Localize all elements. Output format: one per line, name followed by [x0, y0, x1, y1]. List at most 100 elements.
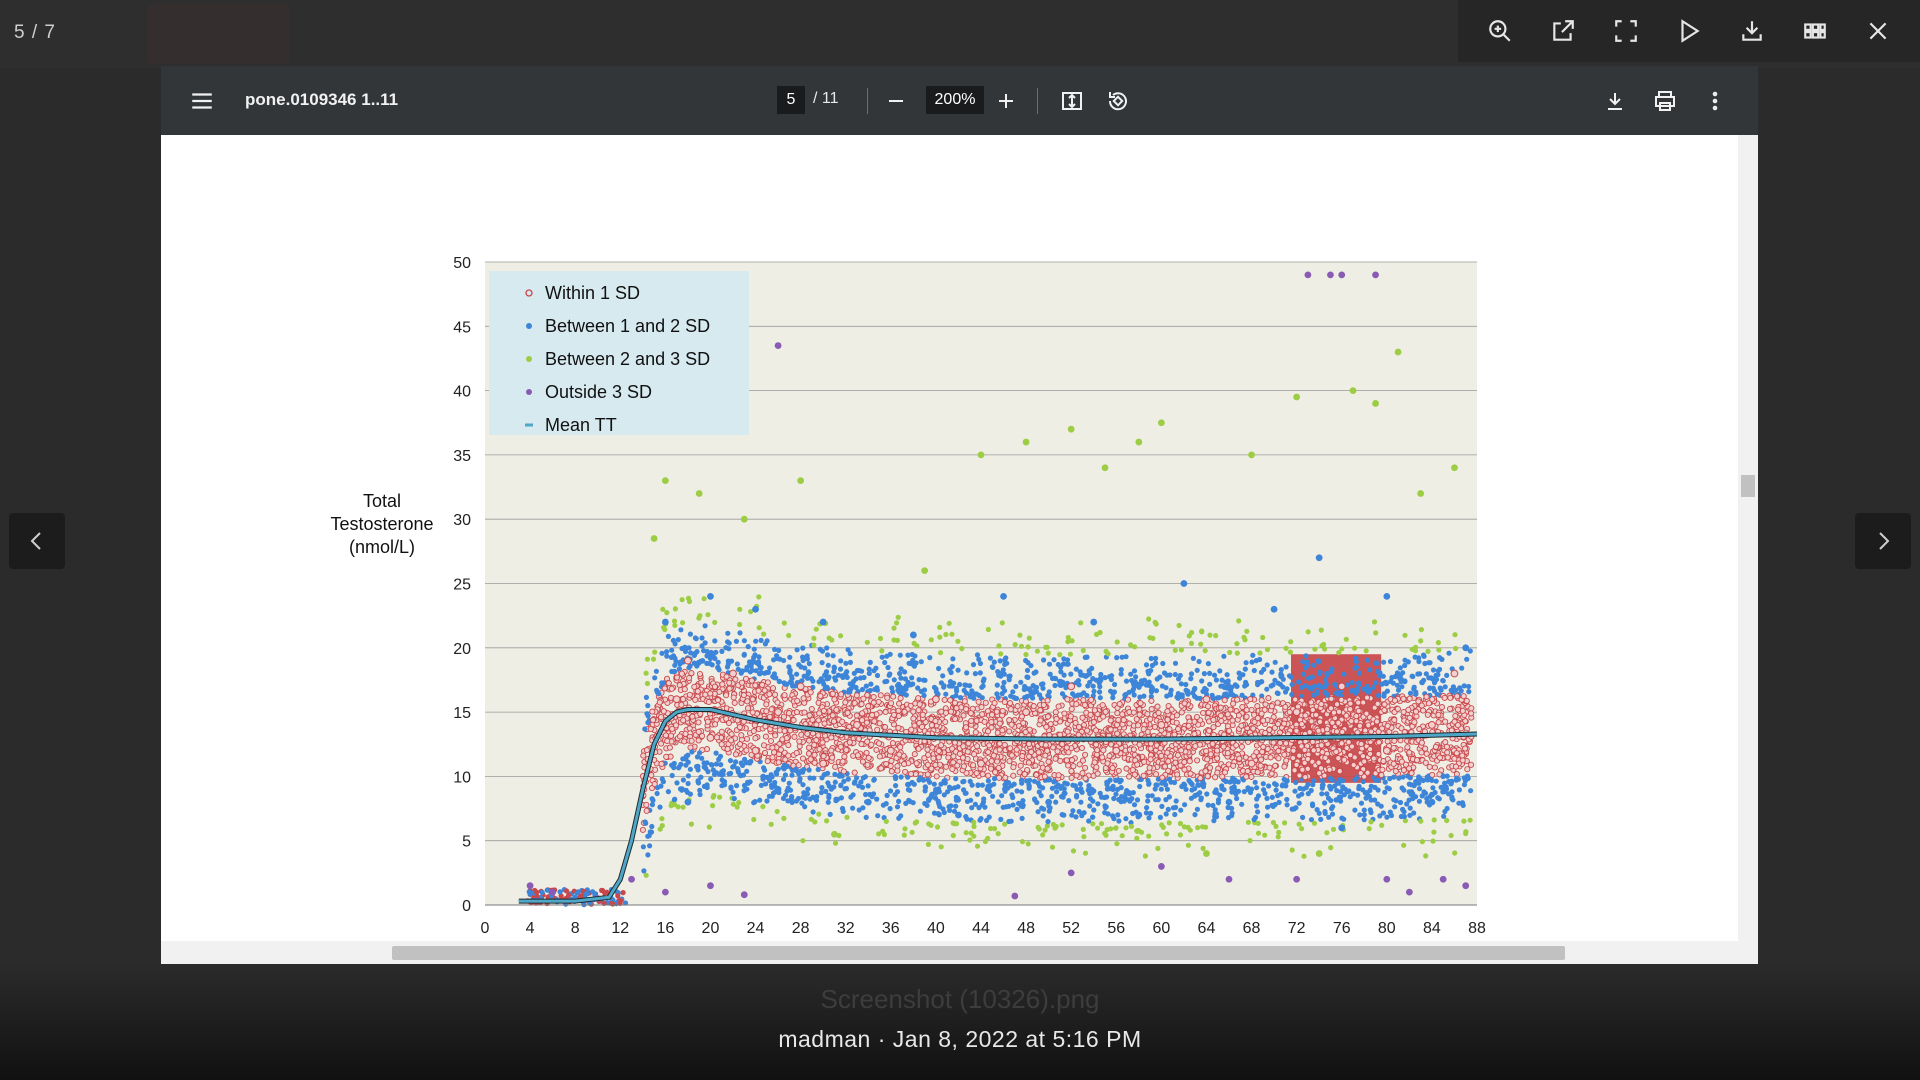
- pdf-download-button[interactable]: [1600, 86, 1630, 116]
- data-point: [1407, 805, 1413, 811]
- data-point: [1104, 827, 1110, 833]
- data-point: [701, 764, 707, 770]
- data-point: [1458, 688, 1464, 694]
- data-point: [1110, 695, 1116, 701]
- data-point: [1248, 706, 1255, 713]
- data-point: [1130, 709, 1137, 716]
- zoom-in-pdf-button[interactable]: [991, 86, 1021, 116]
- data-point: [1102, 675, 1108, 681]
- data-point: [897, 744, 904, 751]
- data-point: [952, 715, 959, 723]
- data-point: [1019, 815, 1025, 822]
- data-point: [1205, 703, 1212, 710]
- data-point: [1016, 800, 1022, 807]
- data-point: [894, 767, 901, 774]
- data-point: [1397, 665, 1403, 671]
- data-point: [882, 679, 888, 685]
- zoom-level[interactable]: 200%: [926, 86, 984, 114]
- fit-page-button[interactable]: [1057, 86, 1087, 116]
- data-point: [1127, 791, 1133, 797]
- data-point: [1265, 695, 1272, 702]
- data-point: [1123, 678, 1130, 684]
- data-point: [1131, 771, 1138, 778]
- fullscreen-button[interactable]: [1606, 11, 1646, 51]
- menu-button[interactable]: [189, 88, 215, 114]
- data-point: [1058, 664, 1064, 670]
- data-point: [1397, 672, 1404, 679]
- data-point: [1076, 761, 1083, 768]
- data-point: [1361, 812, 1367, 818]
- data-point: [1189, 787, 1195, 793]
- data-point: [905, 652, 911, 658]
- data-point: [648, 829, 655, 835]
- data-point: [1166, 776, 1172, 782]
- data-point: [687, 631, 694, 637]
- data-point: [1224, 750, 1231, 757]
- data-point: [1046, 808, 1052, 814]
- data-point: [710, 767, 716, 773]
- grid-view-button[interactable]: [1795, 11, 1835, 51]
- slideshow-play-button[interactable]: [1669, 11, 1709, 51]
- data-point: [719, 769, 725, 775]
- data-point: [1390, 760, 1397, 767]
- data-point: [829, 690, 836, 697]
- data-point: [1272, 781, 1278, 787]
- data-point: [897, 670, 903, 677]
- data-point: [706, 824, 712, 830]
- previous-image-button[interactable]: [9, 513, 65, 569]
- more-options-button[interactable]: [1700, 86, 1730, 116]
- data-point: [1185, 842, 1191, 848]
- zoom-out-button[interactable]: [881, 86, 911, 116]
- zoom-in-button[interactable]: [1480, 11, 1520, 51]
- data-point: [805, 744, 813, 751]
- data-point: [987, 765, 994, 772]
- data-point: [1111, 795, 1117, 802]
- data-point: [758, 637, 764, 643]
- data-point: [1281, 763, 1288, 770]
- data-point: [1191, 730, 1198, 738]
- data-point: [1188, 640, 1195, 646]
- data-point: [1442, 684, 1448, 690]
- data-point: [974, 843, 981, 849]
- data-point: [1128, 820, 1134, 826]
- page-number-input[interactable]: 5: [777, 86, 805, 114]
- data-point: [926, 797, 932, 804]
- data-point: [840, 768, 847, 775]
- data-point: [1148, 706, 1155, 713]
- open-external-button[interactable]: [1543, 11, 1583, 51]
- data-point: [1296, 679, 1302, 685]
- data-point: [667, 732, 675, 739]
- rotate-button[interactable]: [1103, 86, 1133, 116]
- data-point: [1348, 688, 1355, 694]
- data-point: [691, 660, 697, 666]
- data-point: [1353, 659, 1359, 665]
- data-point: [1437, 666, 1443, 672]
- data-point: [999, 691, 1005, 697]
- data-point: [1075, 678, 1081, 684]
- data-point: [1109, 764, 1116, 772]
- data-point: [1220, 743, 1227, 750]
- data-point: [1136, 741, 1143, 748]
- data-point: [1413, 689, 1419, 695]
- data-point: [1453, 687, 1459, 693]
- next-image-button[interactable]: [1855, 513, 1911, 569]
- data-point: [1288, 639, 1294, 645]
- data-point: [793, 766, 799, 772]
- data-point: [648, 772, 655, 779]
- chevron-right-icon: [1879, 532, 1890, 550]
- print-button[interactable]: [1650, 86, 1680, 116]
- data-point: [1444, 817, 1450, 824]
- data-point: [1221, 769, 1229, 776]
- download-button[interactable]: [1732, 11, 1772, 51]
- data-point: [843, 660, 849, 666]
- data-point: [1200, 845, 1206, 852]
- data-point: [837, 743, 844, 750]
- data-point: [1134, 835, 1140, 842]
- data-point: [753, 668, 759, 674]
- data-point: [761, 749, 769, 756]
- data-point: [1086, 783, 1092, 789]
- data-point: [696, 670, 704, 678]
- close-button[interactable]: [1858, 11, 1898, 51]
- data-point: [1352, 645, 1358, 651]
- data-point: [1326, 766, 1333, 773]
